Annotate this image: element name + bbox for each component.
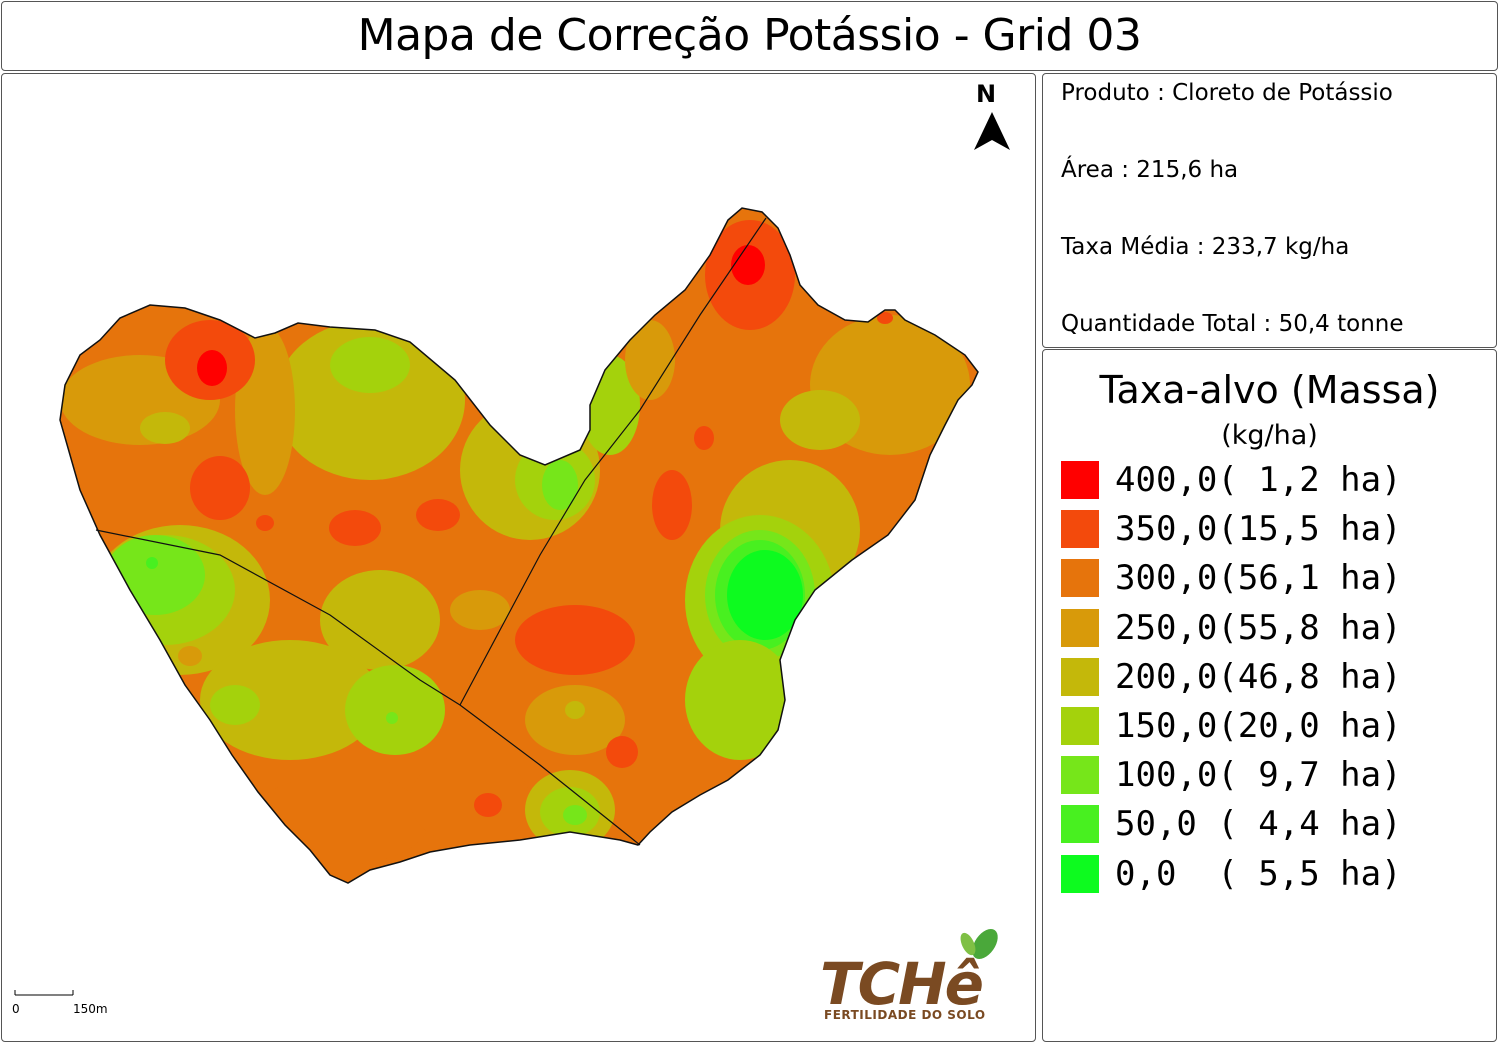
legend-item: 400,0( 1,2 ha) (1061, 458, 1402, 502)
company-logo: TCHê (820, 950, 984, 1018)
legend-panel: Taxa-alvo (Massa) (kg/ha) 400,0( 1,2 ha)… (1042, 349, 1497, 1042)
legend-label: 100,0( 9,7 ha) (1115, 755, 1402, 796)
scale-start-label: 0 (12, 1002, 20, 1016)
legend-item: 100,0( 9,7 ha) (1061, 753, 1402, 797)
legend-swatch (1061, 559, 1099, 598)
legend-label: 200,0(46,8 ha) (1115, 656, 1402, 697)
legend-item: 350,0(15,5 ha) (1061, 507, 1402, 551)
legend-label: 300,0(56,1 ha) (1115, 558, 1402, 599)
legend-item: 250,0(55,8 ha) (1061, 606, 1402, 650)
map-title: Mapa de Correção Potássio - Grid 03 (357, 10, 1142, 61)
info-produto: Produto : Cloreto de Potássio (1061, 80, 1393, 106)
legend-swatch (1061, 805, 1099, 844)
legend-unit: (kg/ha) (1221, 420, 1318, 451)
legend-item: 50,0 ( 4,4 ha) (1061, 802, 1402, 846)
scale-end-label: 150m (73, 1002, 108, 1016)
legend-item: 300,0(56,1 ha) (1061, 556, 1402, 600)
legend-swatch (1061, 756, 1099, 795)
legend-label: 250,0(55,8 ha) (1115, 607, 1402, 648)
north-label: N (976, 80, 997, 108)
info-taxa-media: Taxa Média : 233,7 kg/ha (1061, 234, 1350, 260)
legend-item: 200,0(46,8 ha) (1061, 655, 1402, 699)
legend-title: Taxa-alvo (Massa) (1099, 368, 1440, 412)
legend-swatch (1061, 461, 1099, 499)
legend-swatch (1061, 854, 1099, 893)
legend-swatch (1061, 510, 1099, 549)
legend-swatch (1061, 608, 1099, 647)
title-frame: Mapa de Correção Potássio - Grid 03 (1, 1, 1498, 71)
legend-item: 0,0 ( 5,5 ha) (1061, 852, 1402, 896)
logo-subtitle: FERTILIDADE DO SOLO (824, 1008, 986, 1022)
info-quantidade: Quantidade Total : 50,4 tonne (1061, 311, 1404, 337)
legend-item: 150,0(20,0 ha) (1061, 704, 1402, 748)
legend-label: 400,0( 1,2 ha) (1115, 460, 1402, 500)
legend-label: 50,0 ( 4,4 ha) (1115, 804, 1402, 845)
internal-division-line (95, 529, 641, 846)
scale-bar (14, 990, 74, 996)
legend-label: 150,0(20,0 ha) (1115, 706, 1402, 746)
internal-division-line (459, 217, 767, 706)
legend-swatch (1061, 657, 1099, 696)
legend-label: 0,0 ( 5,5 ha) (1115, 853, 1402, 894)
info-area: Área : 215,6 ha (1061, 157, 1239, 183)
info-panel: Produto : Cloreto de Potássio Área : 215… (1042, 73, 1497, 348)
legend-swatch (1061, 707, 1099, 745)
leaf-icon (960, 928, 998, 960)
north-arrow-icon (974, 112, 1010, 150)
legend-label: 350,0(15,5 ha) (1115, 509, 1402, 550)
